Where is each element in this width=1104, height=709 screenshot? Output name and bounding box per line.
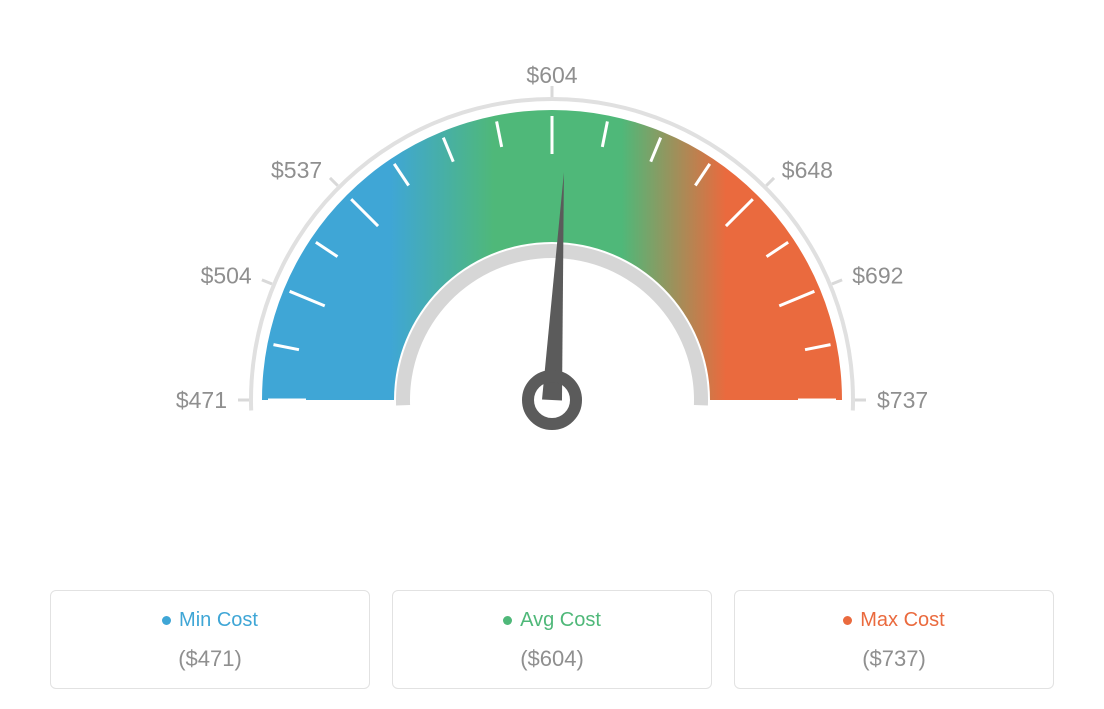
gauge-tick-label: $648 — [782, 157, 833, 183]
max-cost-card: Max Cost ($737) — [734, 590, 1054, 689]
avg-cost-card: Avg Cost ($604) — [392, 590, 712, 689]
gauge-tick-label: $471 — [176, 387, 227, 413]
gauge-tick-label: $737 — [877, 387, 928, 413]
cost-cards-row: Min Cost ($471) Avg Cost ($604) Max Cost… — [20, 590, 1084, 689]
avg-dot — [503, 616, 512, 625]
max-label: Max Cost — [860, 609, 944, 632]
min-cost-card: Min Cost ($471) — [50, 590, 370, 689]
min-label: Min Cost — [179, 609, 258, 632]
avg-value: ($604) — [393, 646, 711, 672]
max-dot — [843, 616, 852, 625]
max-value: ($737) — [735, 646, 1053, 672]
gauge-tick-label: $504 — [201, 263, 252, 289]
gauge-tick-label: $604 — [526, 62, 577, 88]
gauge-chart: $471 $504 $537 $604 $648 $692 $737 — [20, 20, 1084, 560]
min-value: ($471) — [51, 646, 369, 672]
gauge-tick-label: $692 — [852, 263, 903, 289]
min-dot — [162, 616, 171, 625]
gauge-tick-label: $537 — [271, 157, 322, 183]
avg-label: Avg Cost — [520, 609, 601, 632]
